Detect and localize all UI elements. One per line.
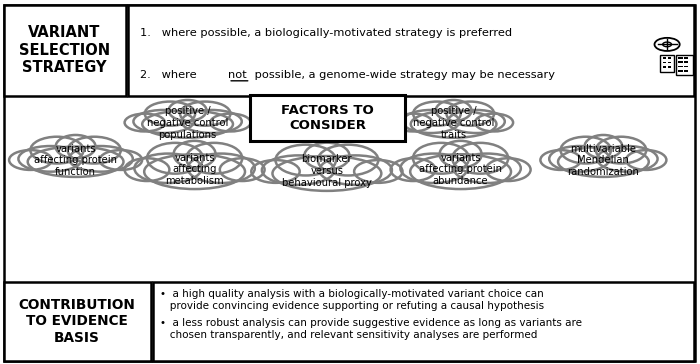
Text: chosen transparently, and relevant sensitivity analyses are performed: chosen transparently, and relevant sensi… bbox=[160, 330, 537, 340]
Ellipse shape bbox=[558, 147, 649, 177]
Ellipse shape bbox=[134, 110, 194, 133]
Text: possible, a genome-wide strategy may be necessary: possible, a genome-wide strategy may be … bbox=[251, 70, 554, 80]
Ellipse shape bbox=[272, 156, 382, 191]
FancyBboxPatch shape bbox=[4, 5, 126, 96]
Ellipse shape bbox=[144, 154, 245, 189]
Text: 2.   where: 2. where bbox=[140, 70, 200, 80]
Text: positive /
negative control
traits: positive / negative control traits bbox=[413, 106, 494, 140]
Text: multivariable
Mendelian
randomization: multivariable Mendelian randomization bbox=[568, 143, 639, 177]
Ellipse shape bbox=[394, 114, 432, 131]
Ellipse shape bbox=[597, 146, 657, 172]
FancyBboxPatch shape bbox=[676, 55, 693, 75]
Ellipse shape bbox=[410, 154, 511, 189]
Ellipse shape bbox=[413, 102, 461, 126]
Text: biomarker
versus
behavioural proxy: biomarker versus behavioural proxy bbox=[282, 154, 372, 188]
Ellipse shape bbox=[9, 150, 52, 170]
Ellipse shape bbox=[99, 150, 142, 170]
Ellipse shape bbox=[147, 143, 203, 174]
FancyBboxPatch shape bbox=[684, 66, 688, 67]
FancyBboxPatch shape bbox=[678, 70, 682, 72]
FancyBboxPatch shape bbox=[668, 66, 671, 68]
Ellipse shape bbox=[447, 102, 494, 126]
Ellipse shape bbox=[448, 110, 505, 133]
Ellipse shape bbox=[55, 135, 95, 158]
Ellipse shape bbox=[142, 111, 233, 138]
FancyBboxPatch shape bbox=[4, 282, 150, 361]
FancyBboxPatch shape bbox=[678, 66, 682, 67]
Ellipse shape bbox=[318, 145, 378, 175]
Text: 1.   where possible, a biologically-motivated strategy is preferred: 1. where possible, a biologically-motiva… bbox=[140, 28, 512, 39]
Ellipse shape bbox=[550, 146, 610, 172]
Ellipse shape bbox=[145, 102, 195, 126]
Text: variants
affecting protein
abundance: variants affecting protein abundance bbox=[419, 153, 502, 186]
Ellipse shape bbox=[220, 158, 265, 181]
Ellipse shape bbox=[304, 143, 349, 170]
Text: positive /
negative control
populations: positive / negative control populations bbox=[147, 106, 228, 140]
FancyBboxPatch shape bbox=[153, 282, 694, 361]
Ellipse shape bbox=[391, 158, 435, 181]
FancyBboxPatch shape bbox=[668, 62, 671, 63]
Text: variants
affecting protein
function: variants affecting protein function bbox=[34, 143, 117, 177]
FancyBboxPatch shape bbox=[668, 57, 671, 59]
FancyBboxPatch shape bbox=[684, 57, 688, 59]
FancyBboxPatch shape bbox=[663, 62, 666, 63]
FancyBboxPatch shape bbox=[684, 61, 688, 63]
Ellipse shape bbox=[169, 100, 206, 121]
Ellipse shape bbox=[30, 137, 83, 163]
Ellipse shape bbox=[125, 158, 169, 181]
Text: •  a high quality analysis with a biologically-motivated variant choice can: • a high quality analysis with a biologi… bbox=[160, 289, 543, 299]
Ellipse shape bbox=[435, 100, 472, 121]
FancyBboxPatch shape bbox=[250, 95, 405, 141]
Text: variants
affecting
metabolism: variants affecting metabolism bbox=[165, 153, 224, 186]
Ellipse shape bbox=[276, 145, 336, 175]
Ellipse shape bbox=[413, 143, 469, 174]
Ellipse shape bbox=[454, 154, 521, 183]
Ellipse shape bbox=[251, 160, 300, 183]
Text: VARIANT
SELECTION
STRATEGY: VARIANT SELECTION STRATEGY bbox=[19, 25, 110, 75]
Ellipse shape bbox=[134, 154, 202, 183]
Text: FACTORS TO
CONSIDER: FACTORS TO CONSIDER bbox=[281, 104, 374, 132]
Ellipse shape bbox=[596, 137, 646, 163]
Ellipse shape bbox=[174, 141, 216, 168]
FancyBboxPatch shape bbox=[663, 57, 666, 59]
Ellipse shape bbox=[69, 146, 133, 172]
Ellipse shape bbox=[28, 147, 123, 177]
FancyBboxPatch shape bbox=[678, 61, 682, 63]
Ellipse shape bbox=[584, 135, 622, 158]
Ellipse shape bbox=[186, 143, 242, 174]
Text: CONTRIBUTION
TO EVIDENCE
BASIS: CONTRIBUTION TO EVIDENCE BASIS bbox=[19, 298, 135, 345]
Ellipse shape bbox=[452, 143, 508, 174]
Text: •  a less robust analysis can provide suggestive evidence as long as variants ar: • a less robust analysis can provide sug… bbox=[160, 318, 582, 328]
Ellipse shape bbox=[188, 154, 255, 183]
FancyBboxPatch shape bbox=[663, 66, 666, 68]
Ellipse shape bbox=[402, 110, 459, 133]
Ellipse shape bbox=[180, 102, 230, 126]
Ellipse shape bbox=[210, 114, 251, 131]
Ellipse shape bbox=[262, 155, 335, 185]
Ellipse shape bbox=[540, 150, 581, 170]
Text: not: not bbox=[228, 70, 247, 80]
Text: provide convincing evidence supporting or refuting a causal hypothesis: provide convincing evidence supporting o… bbox=[160, 301, 544, 311]
FancyBboxPatch shape bbox=[684, 70, 688, 72]
Ellipse shape bbox=[125, 114, 165, 131]
Ellipse shape bbox=[626, 150, 666, 170]
Ellipse shape bbox=[486, 158, 531, 181]
FancyBboxPatch shape bbox=[678, 57, 682, 59]
Ellipse shape bbox=[400, 154, 468, 183]
Ellipse shape bbox=[440, 141, 482, 168]
Ellipse shape bbox=[18, 146, 83, 172]
FancyBboxPatch shape bbox=[128, 5, 694, 96]
Ellipse shape bbox=[411, 111, 496, 138]
Ellipse shape bbox=[561, 137, 611, 163]
Ellipse shape bbox=[181, 110, 242, 133]
Ellipse shape bbox=[68, 137, 121, 163]
Ellipse shape bbox=[319, 155, 392, 185]
Ellipse shape bbox=[354, 160, 402, 183]
FancyBboxPatch shape bbox=[660, 55, 674, 72]
Ellipse shape bbox=[475, 114, 513, 131]
